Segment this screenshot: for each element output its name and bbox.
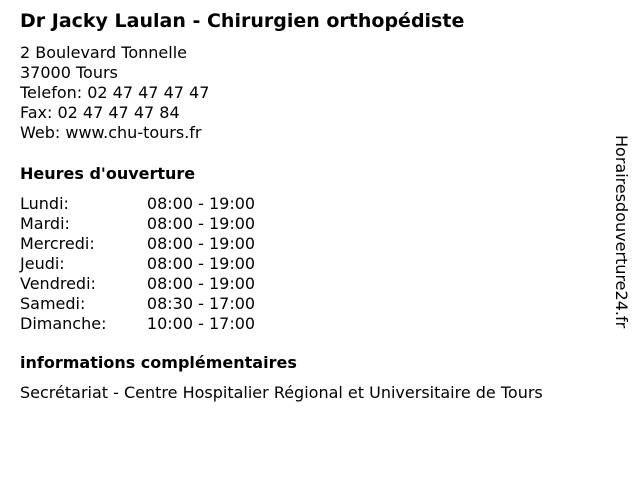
day-label: Dimanche: <box>20 314 107 333</box>
day-label: Samedi: <box>20 294 86 313</box>
day-label: Mardi: <box>20 214 70 233</box>
time-range: 08:00 - 19:00 <box>146 234 256 253</box>
time-range: 10:00 - 17:00 <box>146 314 256 333</box>
site-watermark: Horairesdouverture24.fr <box>612 135 631 329</box>
phone: Telefon: 02 47 47 47 47 <box>20 83 210 102</box>
street: 2 Boulevard Tonnelle <box>20 43 187 62</box>
time-range: 08:00 - 19:00 <box>146 194 256 213</box>
time-range: 08:00 - 19:00 <box>146 254 256 273</box>
website: Web: www.chu-tours.fr <box>20 123 202 142</box>
day-label: Mercredi: <box>20 234 95 253</box>
day-label: Lundi: <box>20 194 69 213</box>
time-range: 08:00 - 19:00 <box>146 274 256 293</box>
hours-row: Mardi: 08:00 - 19:00 <box>20 214 262 234</box>
city: 37000 Tours <box>20 63 118 82</box>
time-range: 08:00 - 19:00 <box>146 214 256 233</box>
day-label: Jeudi: <box>20 254 65 273</box>
hours-row: Vendredi: 08:00 - 19:00 <box>20 274 262 294</box>
time-range: 08:30 - 17:00 <box>146 294 256 313</box>
hours-table: Lundi: 08:00 - 19:00 Mardi: 08:00 - 19:00 Me… <box>20 194 262 334</box>
day-label: Vendredi: <box>20 274 96 293</box>
hours-row: Dimanche: 10:00 - 17:00 <box>20 314 262 334</box>
hours-row: Samedi: 08:30 - 17:00 <box>20 294 262 314</box>
hours-row: Mercredi: 08:00 - 19:00 <box>20 234 262 254</box>
address-block: 2 Boulevard Tonnelle 37000 Tours Telefon… <box>20 43 209 143</box>
page-title: Dr Jacky Laulan - Chirurgien orthopédist… <box>20 10 465 32</box>
hours-row: Jeudi: 08:00 - 19:00 <box>20 254 262 274</box>
fax: Fax: 02 47 47 47 84 <box>20 103 180 122</box>
hours-heading: Heures d'ouverture <box>20 164 196 183</box>
info-text: Secrétariat - Centre Hospitalier Régiona… <box>20 383 543 402</box>
info-heading: informations complémentaires <box>20 353 297 372</box>
hours-row: Lundi: 08:00 - 19:00 <box>20 194 262 214</box>
